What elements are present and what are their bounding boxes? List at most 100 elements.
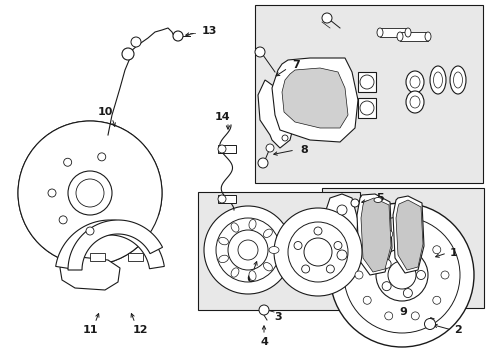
Circle shape [432,296,440,304]
Polygon shape [18,121,162,265]
Circle shape [363,296,370,304]
Circle shape [410,312,418,320]
Bar [218,195,236,203]
Circle shape [173,31,183,41]
Bar [321,188,483,308]
Text: 4: 4 [260,337,267,347]
Circle shape [86,227,94,235]
Circle shape [375,249,427,301]
Polygon shape [356,194,391,275]
Circle shape [304,238,331,266]
Text: 8: 8 [299,145,307,155]
Bar [218,145,236,153]
Circle shape [254,47,264,57]
Circle shape [218,195,225,203]
Text: 14: 14 [214,112,229,122]
Ellipse shape [409,96,419,108]
Text: 12: 12 [132,325,147,335]
Ellipse shape [263,229,272,238]
Ellipse shape [248,220,256,229]
Ellipse shape [449,66,465,94]
Circle shape [333,242,341,249]
Circle shape [336,205,346,215]
Ellipse shape [452,72,462,88]
Circle shape [343,217,459,333]
Text: 2: 2 [453,325,461,335]
Bar [357,72,375,92]
Bar [399,32,427,41]
Circle shape [48,189,56,197]
Circle shape [336,250,346,260]
Ellipse shape [405,91,423,113]
Circle shape [359,101,373,115]
Text: 5: 5 [375,193,383,203]
Ellipse shape [409,76,419,88]
Text: 3: 3 [274,312,281,322]
Ellipse shape [405,71,423,93]
Circle shape [59,216,67,224]
Text: 10: 10 [97,107,112,117]
Circle shape [410,230,418,238]
Ellipse shape [248,271,256,280]
Ellipse shape [263,262,272,271]
Circle shape [321,13,331,23]
Ellipse shape [373,198,381,202]
Circle shape [282,135,287,141]
Circle shape [381,282,390,291]
Circle shape [432,246,440,254]
Circle shape [359,75,373,89]
Text: 13: 13 [202,26,217,36]
Circle shape [350,199,358,207]
Circle shape [384,230,392,238]
Text: 9: 9 [398,307,406,317]
Ellipse shape [376,28,382,37]
Circle shape [403,252,411,261]
Circle shape [440,271,448,279]
Circle shape [387,261,415,289]
Circle shape [325,265,334,273]
Circle shape [203,206,291,294]
Ellipse shape [218,237,228,245]
Ellipse shape [231,223,239,232]
Circle shape [293,242,302,249]
Polygon shape [258,80,294,148]
Polygon shape [325,194,357,272]
Circle shape [216,218,280,282]
Circle shape [403,289,411,298]
Circle shape [287,222,347,282]
Text: 1: 1 [449,248,457,258]
Ellipse shape [424,32,430,41]
Polygon shape [395,200,422,270]
Bar [254,5,482,183]
Circle shape [416,270,425,279]
Circle shape [265,144,273,152]
Polygon shape [282,68,347,128]
Text: 6: 6 [245,274,253,284]
Circle shape [218,145,225,153]
Ellipse shape [433,72,442,88]
Circle shape [227,230,267,270]
Ellipse shape [218,255,228,262]
Circle shape [18,121,162,265]
Ellipse shape [268,247,279,253]
Bar [357,98,375,118]
Circle shape [363,246,370,254]
Circle shape [68,171,112,215]
Circle shape [354,271,362,279]
Circle shape [63,158,72,166]
Circle shape [384,312,392,320]
Circle shape [381,259,390,268]
Text: 7: 7 [291,60,299,70]
Bar [128,253,142,261]
Text: 11: 11 [82,325,98,335]
Polygon shape [360,198,390,272]
Polygon shape [392,196,423,273]
Circle shape [98,153,105,161]
Circle shape [273,208,361,296]
Bar [379,28,407,37]
Ellipse shape [404,28,410,37]
Circle shape [301,265,309,273]
Polygon shape [56,220,164,269]
Ellipse shape [396,32,402,41]
Circle shape [313,227,321,235]
